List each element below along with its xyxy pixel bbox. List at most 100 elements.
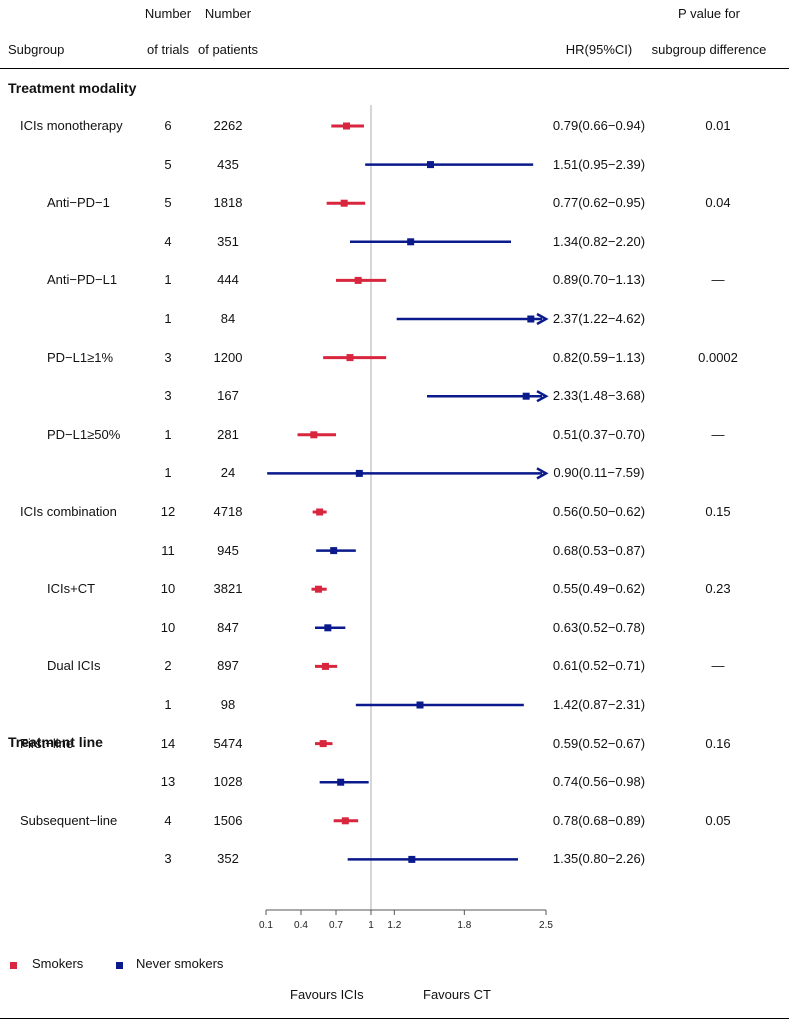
row-p-value: 0.04 xyxy=(705,195,731,211)
row-trials: 1 xyxy=(164,465,172,481)
row-hr-text: 0.56(0.50−0.62) xyxy=(552,504,646,519)
hr-point-smokers xyxy=(343,122,350,130)
row-patients: 167 xyxy=(217,388,239,404)
row-label: ICIs monotherapy xyxy=(20,118,123,133)
row-trials: 1 xyxy=(164,697,172,712)
legend-smokers-label: Smokers xyxy=(32,956,84,971)
row-hr-text: 0.51(0.37−0.70) xyxy=(552,426,646,442)
row-trials: 4 xyxy=(164,233,172,249)
row-label: Anti−PD−L1 xyxy=(47,272,118,288)
favours-ct-label: Favours CT xyxy=(423,987,491,1002)
row-hr-text: 0.78(0.68−0.89) xyxy=(552,812,646,828)
row-trials: 2 xyxy=(164,658,172,674)
row-patients: 84 xyxy=(220,311,236,326)
ci-arrow-never xyxy=(536,312,549,326)
row-trials: 5 xyxy=(164,156,172,172)
row-patients: 3821 xyxy=(213,581,243,597)
row-hr-text: 1.51(0.95−2.39) xyxy=(552,156,646,172)
hr-point-never xyxy=(522,392,530,400)
row-label: PD−L1≥50% xyxy=(47,426,121,442)
row-trials: 4 xyxy=(164,812,172,828)
row-patients: 351 xyxy=(217,233,239,249)
row-hr-text: 1.42(0.87−2.31) xyxy=(552,697,646,712)
row-patients: 281 xyxy=(217,426,239,442)
hr-point-smokers xyxy=(322,662,329,670)
header-rule xyxy=(0,68,789,69)
hr-point-smokers xyxy=(316,508,324,516)
hr-point-smokers xyxy=(340,199,348,207)
hr-point-smokers xyxy=(310,431,318,439)
row-label: ICIs+CT xyxy=(47,581,96,597)
bottom-rule xyxy=(0,1018,789,1019)
row-hr-text: 0.68(0.53−0.87) xyxy=(552,542,646,558)
row-patients: 1028 xyxy=(213,774,243,790)
hr-point-never xyxy=(408,855,416,863)
hr-point-never xyxy=(355,469,363,477)
row-trials: 12 xyxy=(160,504,176,519)
row-trials: 1 xyxy=(164,426,172,442)
row-trials: 1 xyxy=(164,311,172,326)
row-trials: 3 xyxy=(164,851,172,867)
x-tick-label: 2.5 xyxy=(539,920,553,931)
hr-point-never xyxy=(527,315,535,323)
row-patients: 1506 xyxy=(213,812,243,828)
row-patients: 444 xyxy=(217,272,239,288)
x-tick-label: 1.2 xyxy=(387,920,401,931)
row-hr-text: 1.34(0.82−2.20) xyxy=(552,233,646,249)
row-p-value: 0.23 xyxy=(705,581,731,597)
header-hr: HR(95%CI) xyxy=(565,42,633,57)
hr-point-never xyxy=(407,238,415,246)
row-hr-text: 2.37(1.22−4.62) xyxy=(552,311,646,326)
row-label: ICIs combination xyxy=(20,504,117,519)
row-label: Anti−PD−1 xyxy=(47,195,110,211)
row-p-value: 0.15 xyxy=(705,504,731,519)
row-p-value: 0.05 xyxy=(705,812,731,828)
row-hr-text: 0.74(0.56−0.98) xyxy=(552,774,646,790)
row-patients: 5474 xyxy=(213,735,243,751)
row-trials: 6 xyxy=(164,118,172,133)
row-hr-text: 0.55(0.49−0.62) xyxy=(552,581,646,597)
x-tick-label: 0.7 xyxy=(329,920,343,931)
row-patients: 847 xyxy=(217,619,239,635)
legend-never-swatch xyxy=(116,962,123,969)
hr-point-smokers xyxy=(354,276,362,284)
hr-point-smokers xyxy=(319,740,327,748)
row-trials: 14 xyxy=(160,735,176,751)
hr-point-never xyxy=(427,161,434,169)
row-label: Dual ICIs xyxy=(47,658,101,674)
hr-point-never xyxy=(330,547,338,555)
row-trials: 10 xyxy=(160,619,176,635)
header-trials-line2: of trials xyxy=(147,42,189,57)
row-hr-text: 0.61(0.52−0.71) xyxy=(552,658,646,674)
row-patients: 1200 xyxy=(213,349,243,365)
row-label: Subsequent−line xyxy=(20,812,118,828)
header-patients-line2: of patients xyxy=(198,42,258,57)
ci-arrow-never xyxy=(536,467,549,480)
row-hr-text: 1.35(0.80−2.26) xyxy=(552,851,646,867)
ci-arrow-never xyxy=(536,390,549,403)
row-patients: 2262 xyxy=(213,118,243,133)
row-p-value: — xyxy=(711,426,725,442)
hr-point-smokers xyxy=(341,817,349,825)
favours-icis-label: Favours ICIs xyxy=(290,987,364,1002)
row-hr-text: 0.79(0.66−0.94) xyxy=(552,118,646,133)
x-tick-label: 0.4 xyxy=(294,920,308,931)
row-patients: 352 xyxy=(217,851,239,867)
hr-point-smokers xyxy=(346,354,354,362)
row-trials: 5 xyxy=(164,195,172,211)
row-patients: 98 xyxy=(220,697,236,712)
row-patients: 897 xyxy=(217,658,239,674)
header-p-line1: P value for xyxy=(678,6,740,21)
header-subgroup: Subgroup xyxy=(8,42,65,57)
row-hr-text: 0.89(0.70−1.13) xyxy=(552,272,646,288)
legend-smokers-swatch xyxy=(10,962,17,969)
row-hr-text: 0.63(0.52−0.78) xyxy=(552,619,646,635)
row-trials: 10 xyxy=(160,581,176,597)
header-p-line2: subgroup difference xyxy=(651,42,767,57)
row-patients: 435 xyxy=(217,156,239,172)
x-tick-label: 0.1 xyxy=(259,920,273,931)
row-hr-text: 2.33(1.48−3.68) xyxy=(552,388,646,404)
row-label: PD−L1≥1% xyxy=(47,349,114,365)
hr-point-never xyxy=(337,778,345,786)
